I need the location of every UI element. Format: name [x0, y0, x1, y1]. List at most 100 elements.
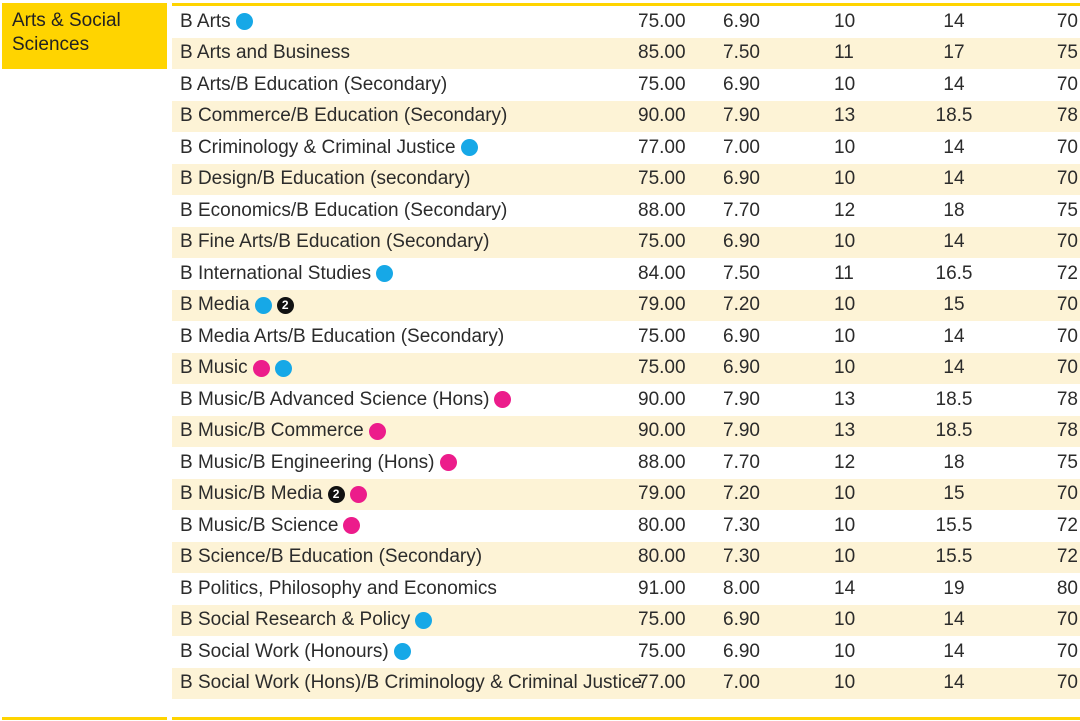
- col5-value: 14: [943, 672, 965, 694]
- atar-value: 79.00: [638, 294, 686, 316]
- ib-value: 6.90: [723, 73, 760, 95]
- col4-value: 10: [834, 136, 856, 158]
- col4-value: 13: [834, 420, 856, 442]
- col4-value: 10: [834, 672, 856, 694]
- atar-value: 88.00: [638, 451, 686, 473]
- atar-value: 77.00: [638, 136, 686, 158]
- col5-value: 14: [943, 168, 965, 190]
- table-row: B Music/B Science 80.00 7.30 10 15.5 72: [172, 510, 1080, 542]
- table-row: B Criminology & Criminal Justice 77.00 7.0…: [172, 132, 1080, 164]
- table-row: B Music/B Commerce 90.00 7.90 13 18.5 78: [172, 415, 1080, 447]
- pink-dot-icon: [349, 485, 367, 503]
- col6-value: 70: [1056, 168, 1078, 190]
- col4-value: 10: [834, 609, 856, 631]
- course-name: B Design/B Education (secondary): [180, 168, 470, 190]
- pink-dot-icon: [252, 359, 270, 377]
- col6-value: 80: [1056, 577, 1078, 599]
- col4-value: 10: [834, 640, 856, 662]
- atar-value: 75.00: [638, 73, 686, 95]
- col5-value: 14: [943, 357, 965, 379]
- col4-value: 10: [834, 73, 856, 95]
- course-name-text: B Politics, Philosophy and Economics: [180, 577, 497, 599]
- ib-value: 6.90: [723, 231, 760, 253]
- col6-value: 70: [1056, 640, 1078, 662]
- table-row: B Music/B Media 2 79.00 7.20 10 15 70: [172, 478, 1080, 510]
- course-table: B Arts 75.00 6.90 10 14 70 B Arts and Business…: [172, 3, 1080, 699]
- table-row: B Media 2 79.00 7.20 10 15 70: [172, 289, 1080, 321]
- atar-value: 75.00: [638, 231, 686, 253]
- col5-value: 15.5: [935, 514, 973, 536]
- footnote-2-icon: 2: [276, 296, 294, 314]
- ib-value: 6.90: [723, 168, 760, 190]
- course-name-text: B Social Work (Honours): [180, 640, 389, 662]
- atar-value: 84.00: [638, 262, 686, 284]
- cyan-dot-icon: [415, 611, 433, 629]
- ib-value: 7.90: [723, 388, 760, 410]
- atar-value: 75.00: [638, 10, 686, 32]
- table-row: B Politics, Philosophy and Economics 91.0…: [172, 573, 1080, 605]
- course-name-text: B International Studies: [180, 262, 372, 284]
- col4-value: 13: [834, 388, 856, 410]
- atar-value: 80.00: [638, 514, 686, 536]
- col6-value: 70: [1056, 136, 1078, 158]
- col6-value: 70: [1056, 231, 1078, 253]
- course-name: B Music/B Media 2: [180, 483, 367, 505]
- ib-value: 6.90: [723, 325, 760, 347]
- atar-value: 75.00: [638, 168, 686, 190]
- ib-value: 6.90: [723, 10, 760, 32]
- course-name: B Media 2: [180, 294, 294, 316]
- col6-value: 72: [1056, 514, 1078, 536]
- col5-value: 19: [943, 577, 965, 599]
- ib-value: 7.90: [723, 420, 760, 442]
- course-name-text: B Media: [180, 294, 250, 316]
- pink-dot-icon: [343, 517, 361, 535]
- col6-value: 70: [1056, 357, 1078, 379]
- course-name-text: B Social Research & Policy: [180, 609, 411, 631]
- cyan-dot-icon: [393, 643, 411, 661]
- atar-value: 90.00: [638, 105, 686, 127]
- ib-value: 7.90: [723, 105, 760, 127]
- course-name: B Social Research & Policy: [180, 609, 433, 631]
- ib-value: 7.00: [723, 136, 760, 158]
- atar-value: 90.00: [638, 388, 686, 410]
- course-name: B International Studies: [180, 262, 394, 285]
- table-row: B Fine Arts/B Education (Secondary) 75.00…: [172, 226, 1080, 258]
- course-name-text: B Music/B Advanced Science (Hons): [180, 388, 490, 410]
- col5-value: 17: [943, 42, 965, 64]
- col5-value: 18.5: [935, 105, 973, 127]
- table-row: B Economics/B Education (Secondary) 88.00…: [172, 195, 1080, 227]
- col4-value: 13: [834, 105, 856, 127]
- bottom-divider-left: [2, 717, 167, 720]
- course-name: B Media Arts/B Education (Secondary): [180, 326, 504, 348]
- table-row: B Social Work (Hons)/B Criminology & Cri…: [172, 667, 1080, 699]
- table-row: B Social Work (Honours) 75.00 6.90 10 14 70: [172, 636, 1080, 668]
- col4-value: 10: [834, 168, 856, 190]
- col6-value: 75: [1056, 42, 1078, 64]
- col5-value: 16.5: [935, 262, 973, 284]
- course-name: B Criminology & Criminal Justice: [180, 137, 478, 159]
- atar-value: 75.00: [638, 609, 686, 631]
- col5-value: 18: [943, 451, 965, 473]
- cyan-dot-icon: [235, 13, 253, 31]
- course-name: B Social Work (Honours): [180, 641, 411, 663]
- ib-value: 7.20: [723, 483, 760, 505]
- col6-value: 78: [1056, 420, 1078, 442]
- ib-value: 7.50: [723, 42, 760, 64]
- col6-value: 78: [1056, 388, 1078, 410]
- col6-value: 70: [1056, 73, 1078, 95]
- cyan-dot-icon: [254, 296, 272, 314]
- pink-dot-icon: [439, 454, 457, 472]
- col5-value: 14: [943, 73, 965, 95]
- col5-value: 15: [943, 294, 965, 316]
- pink-dot-icon: [494, 391, 512, 409]
- ib-value: 7.30: [723, 514, 760, 536]
- atar-value: 75.00: [638, 640, 686, 662]
- ib-value: 7.70: [723, 451, 760, 473]
- bottom-divider: [172, 717, 1080, 720]
- col4-value: 10: [834, 483, 856, 505]
- cyan-dot-icon: [376, 265, 394, 283]
- table-row: B Arts 75.00 6.90 10 14 70: [172, 6, 1080, 38]
- table-row: B Arts/B Education (Secondary) 75.00 6.90 1…: [172, 69, 1080, 101]
- col5-value: 15: [943, 483, 965, 505]
- atar-value: 90.00: [638, 420, 686, 442]
